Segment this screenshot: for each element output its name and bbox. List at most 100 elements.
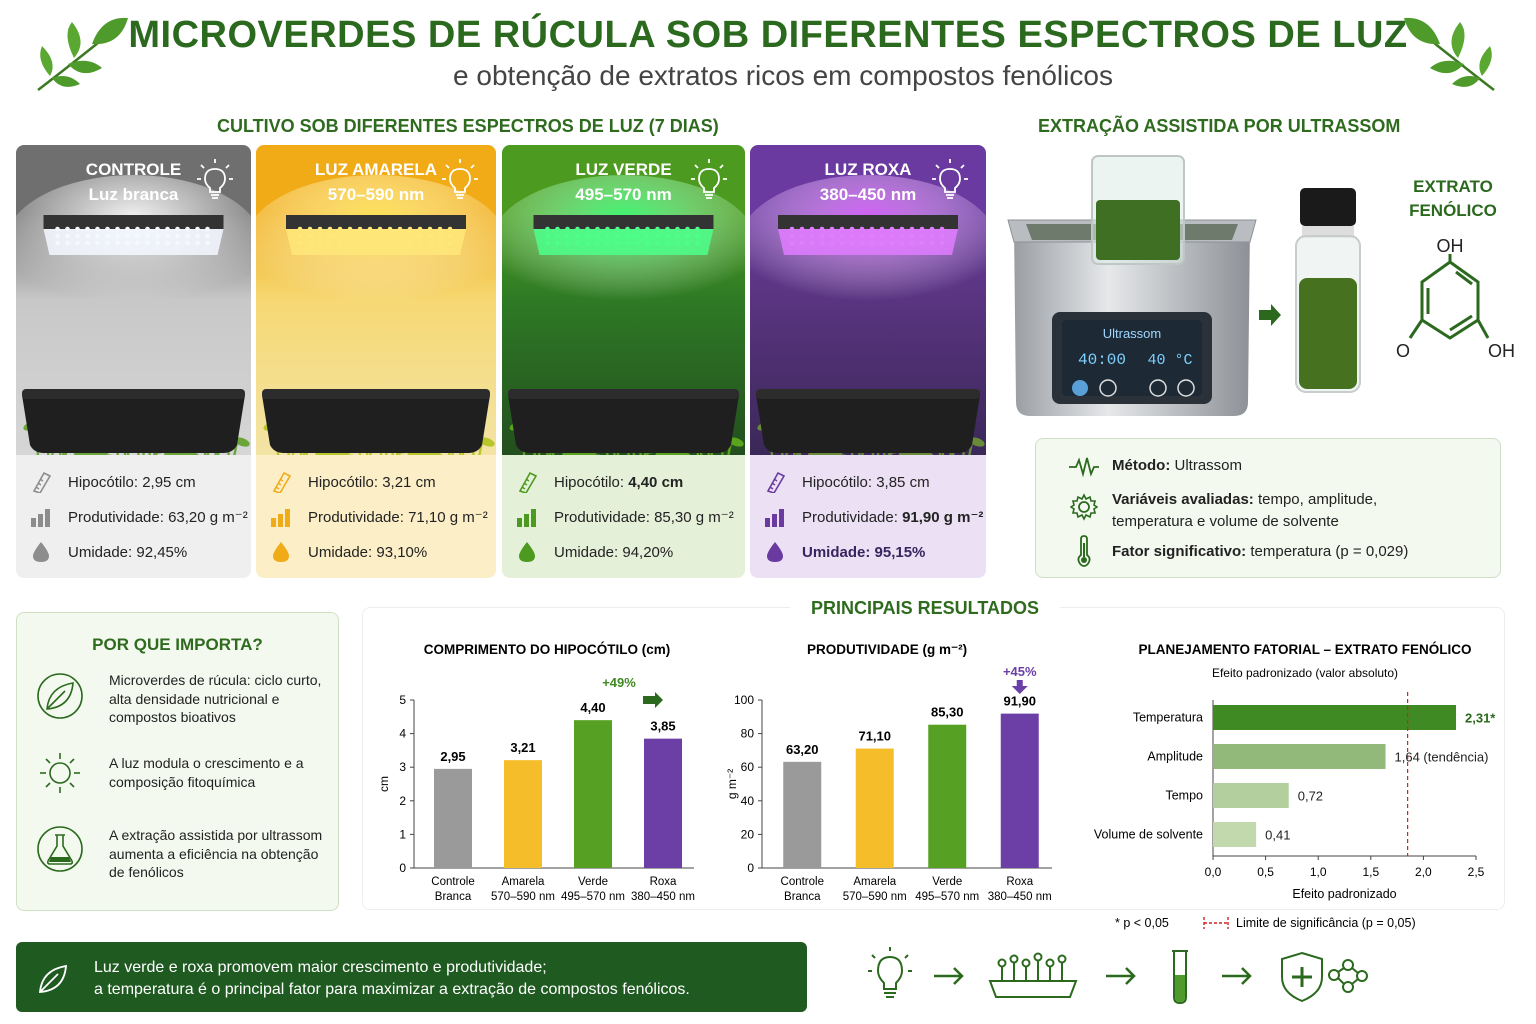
- chart-title: PRODUTIVIDADE (g m⁻²): [807, 642, 967, 657]
- arrow-icon: [643, 692, 663, 708]
- bar-value-label: 3,21: [510, 740, 535, 755]
- category-label: Branca: [435, 891, 472, 903]
- gear-icon: [1070, 493, 1098, 521]
- card-title: LUZ AMARELA 570–590 nm: [314, 160, 438, 204]
- category-label: 380–450 nm: [631, 891, 695, 903]
- category-label: 495–570 nm: [915, 891, 979, 903]
- device-time: 40:00: [1078, 351, 1126, 369]
- category-label: Controle: [781, 876, 824, 888]
- y-tick-label: 0: [399, 861, 406, 875]
- bar-value-label: 71,10: [858, 729, 891, 744]
- category-label: Amplitude: [1147, 750, 1203, 764]
- bar-value-label: 2,95: [440, 749, 465, 764]
- bar-value-label: 3,85: [650, 719, 675, 734]
- lightbulb-icon: [932, 159, 968, 199]
- chart-title: PLANEJAMENTO FATORIAL – EXTRATO FENÓLICO: [1138, 642, 1471, 657]
- bar-value-label: 85,30: [931, 705, 964, 720]
- produtividade-metric: Produtividade: 63,20 g m⁻²: [28, 506, 248, 528]
- ruler-icon: [272, 471, 292, 493]
- ruler-icon: [518, 471, 538, 493]
- lightbulb-icon: [868, 947, 912, 998]
- category-label: Temperatura: [1133, 711, 1203, 725]
- y-tick-label: 100: [734, 693, 754, 707]
- y-axis-label: cm: [377, 776, 391, 792]
- molecule-o-left: O: [1396, 341, 1410, 361]
- light-card-1: CONTROLE Luz branca Hipocótilo: 2,95 cm P…: [16, 145, 251, 578]
- umidade-metric: Umidade: 93,10%: [268, 541, 427, 563]
- bar-value-label: 0,41: [1265, 828, 1290, 843]
- bar: [1213, 744, 1386, 769]
- variables-line: Variáveis avaliadas: tempo, amplitude, t…: [1112, 491, 1378, 530]
- method-line: Método: Ultrassom: [1112, 457, 1243, 474]
- lightbulb-icon: [691, 159, 727, 199]
- lightbulb-icon: [197, 159, 233, 199]
- bar: [783, 761, 822, 868]
- flask-icon: [37, 826, 83, 872]
- arrow-icon: [1222, 967, 1252, 985]
- y-tick-label: 3: [399, 760, 406, 774]
- device-temp: 40 °C: [1147, 352, 1192, 369]
- bar-value-label: 0,72: [1298, 789, 1323, 804]
- x-tick-label: 1,0: [1310, 865, 1327, 879]
- process-flow: [868, 947, 1078, 998]
- test-tube-icon: [1172, 950, 1188, 1005]
- category-label: Amarela: [502, 876, 545, 888]
- molecule-oh-right: OH: [1488, 341, 1515, 361]
- cultivation-illustration: [16, 145, 251, 455]
- bar-value-label: 2,31*: [1465, 711, 1496, 726]
- leaf-icon: [37, 673, 83, 719]
- seedling-tray-icon: [988, 952, 1078, 998]
- category-label: Controle: [431, 876, 474, 888]
- x-tick-label: 0,0: [1205, 865, 1222, 879]
- cultivation-heading: CULTIVO SOB DIFERENTES ESPECTROS DE LUZ …: [217, 116, 719, 136]
- why-heading: POR QUE IMPORTA?: [92, 635, 263, 654]
- light-card-3: LUZ VERDE 495–570 nm Hipocótilo: 4,40 cm…: [502, 145, 745, 578]
- category-label: Verde: [932, 876, 962, 888]
- results-charts: COMPRIMENTO DO HIPOCÓTILO (cm) cm 0 1 2 3 4 5 2,…: [377, 642, 1496, 930]
- x-tick-label: 2,5: [1468, 865, 1485, 879]
- x-axis-label: Efeito padronizado: [1292, 887, 1396, 901]
- hipocotilo-metric: Hipocótilo: 2,95 cm: [28, 471, 196, 493]
- ultrasonic-bath-illustration: Ultrassom 40:00 40 °C: [1007, 155, 1257, 416]
- x-tick-label: 2,0: [1415, 865, 1432, 879]
- y-tick-label: 40: [741, 794, 755, 808]
- umidade-metric: Umidade: 94,20%: [514, 541, 673, 563]
- category-label: Amarela: [853, 876, 896, 888]
- why-item-3: A extração assistida por ultrassom aument…: [109, 827, 323, 880]
- process-flow-2: [1106, 950, 1368, 1005]
- thermometer-icon: [1077, 535, 1091, 567]
- y-tick-label: 60: [741, 760, 755, 774]
- legend-limit-marker: [1203, 917, 1229, 929]
- y-axis-label: g m⁻²: [725, 769, 739, 799]
- x-tick-label: 1,5: [1362, 865, 1379, 879]
- y-tick-label: 4: [399, 727, 406, 741]
- extract-label: EXTRATO FENÓLICO: [1409, 177, 1497, 220]
- umidade-metric: Umidade: 92,45%: [28, 541, 187, 563]
- y-tick-label: 20: [741, 827, 755, 841]
- increase-annotation: +49%: [602, 675, 636, 690]
- droplet-icon: [273, 542, 289, 562]
- bar: [574, 720, 612, 868]
- leaf-icon: [39, 964, 67, 993]
- shield-molecule-icon: [1281, 951, 1368, 1003]
- card-title: CONTROLE Luz branca: [85, 160, 182, 204]
- leaf-sprig-icon: [37, 17, 128, 91]
- card-title: LUZ ROXA 380–450 nm: [819, 160, 917, 204]
- cultivation-illustration: [502, 145, 745, 455]
- bar-value-label: 63,20: [786, 742, 819, 757]
- hipocotilo-metric: Hipocótilo: 3,21 cm: [268, 471, 436, 493]
- page-title: MICROVERDES DE RÚCULA SOB DIFERENTES ESP…: [128, 14, 1408, 56]
- produtividade-metric: Produtividade: 91,90 g m⁻²: [762, 506, 983, 528]
- ruler-icon: [32, 471, 52, 493]
- bar: [434, 768, 472, 868]
- conclusion-text: Luz verde e roxa promovem maior crescime…: [94, 959, 690, 998]
- category-label: 495–570 nm: [561, 891, 625, 903]
- hipocotilo-metric: Hipocótilo: 3,85 cm: [762, 471, 930, 493]
- bar-value-label: 91,90: [1003, 694, 1036, 709]
- droplet-icon: [33, 542, 49, 562]
- legend-sig: * p < 0,05: [1115, 916, 1169, 930]
- bar-value-label: 1,64 (tendência): [1395, 750, 1489, 765]
- legend-limit: Limite de significância (p = 0,05): [1236, 916, 1416, 930]
- bar: [1213, 783, 1289, 808]
